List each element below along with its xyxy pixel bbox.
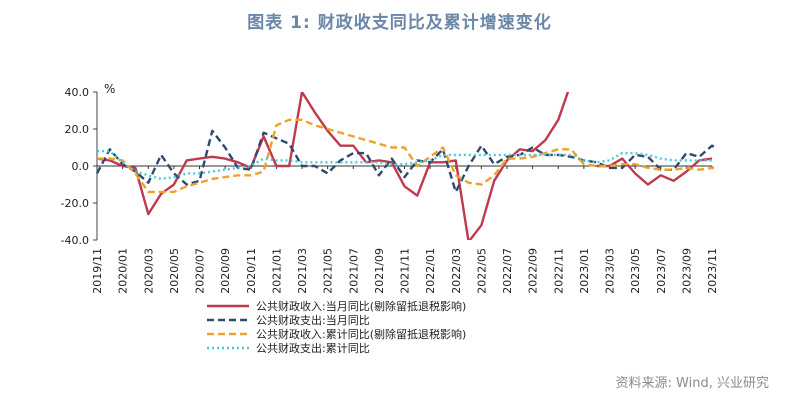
y-axis-unit: %	[104, 82, 115, 96]
x-tick-label: 2022/09	[527, 248, 540, 294]
x-tick-label: 2020/03	[142, 248, 155, 294]
x-tick-label: 2021/01	[270, 248, 283, 294]
x-tick-label: 2023/09	[680, 248, 693, 294]
x-tick-label: 2023/01	[578, 248, 591, 294]
x-tick-label: 2022/11	[552, 248, 565, 294]
series-line-2	[95, 129, 714, 194]
x-tick-label: 2022/07	[501, 248, 514, 294]
legend-label-3: 公共财政收入:累计同比(剔除留抵退税影响)	[256, 327, 466, 341]
y-tick-label: -40.0	[61, 234, 89, 247]
x-tick-label: 2023/11	[706, 248, 719, 294]
x-tick-label: 2022/05	[475, 248, 488, 294]
x-tick-label: 2020/07	[194, 248, 207, 294]
x-tick-label: 2023/05	[629, 248, 642, 294]
x-tick-label: 2023/07	[655, 248, 668, 294]
y-tick-label: 0.0	[72, 160, 90, 173]
y-tick-label: 20.0	[65, 123, 90, 136]
chart-title: 图表 1: 财政收支同比及累计增速变化	[247, 13, 552, 33]
x-tick-label: 2023/03	[604, 248, 617, 294]
x-tick-label: 2020/11	[245, 248, 258, 294]
legend-label-2: 公共财政支出:当月同比	[256, 313, 370, 327]
x-tick-label: 2020/09	[219, 248, 232, 294]
y-tick-label: -20.0	[61, 197, 89, 210]
x-tick-label: 2020/05	[168, 248, 181, 294]
x-tick-label: 2021/05	[322, 248, 335, 294]
y-tick-label: 40.0	[65, 86, 90, 99]
x-tick-label: 2021/09	[373, 248, 386, 294]
x-tick-label: 2021/11	[399, 248, 412, 294]
x-tick-label: 2021/03	[296, 248, 309, 294]
source-note: 资料来源: Wind, 兴业研究	[615, 376, 769, 391]
series-line-1	[96, 92, 713, 240]
series-line-4	[97, 150, 714, 181]
series-line-3	[97, 118, 714, 194]
x-tick-label: 2022/03	[450, 248, 463, 294]
x-tick-label: 2021/07	[347, 248, 360, 294]
legend-label-1: 公共财政收入:当月同比(剔除留抵退税影响)	[256, 299, 466, 313]
legend-label-4: 公共财政支出:累计同比	[256, 341, 370, 355]
x-tick-label: 2022/01	[424, 248, 437, 294]
x-tick-label: 2020/01	[117, 248, 130, 294]
x-tick-label: 2019/11	[91, 248, 104, 294]
